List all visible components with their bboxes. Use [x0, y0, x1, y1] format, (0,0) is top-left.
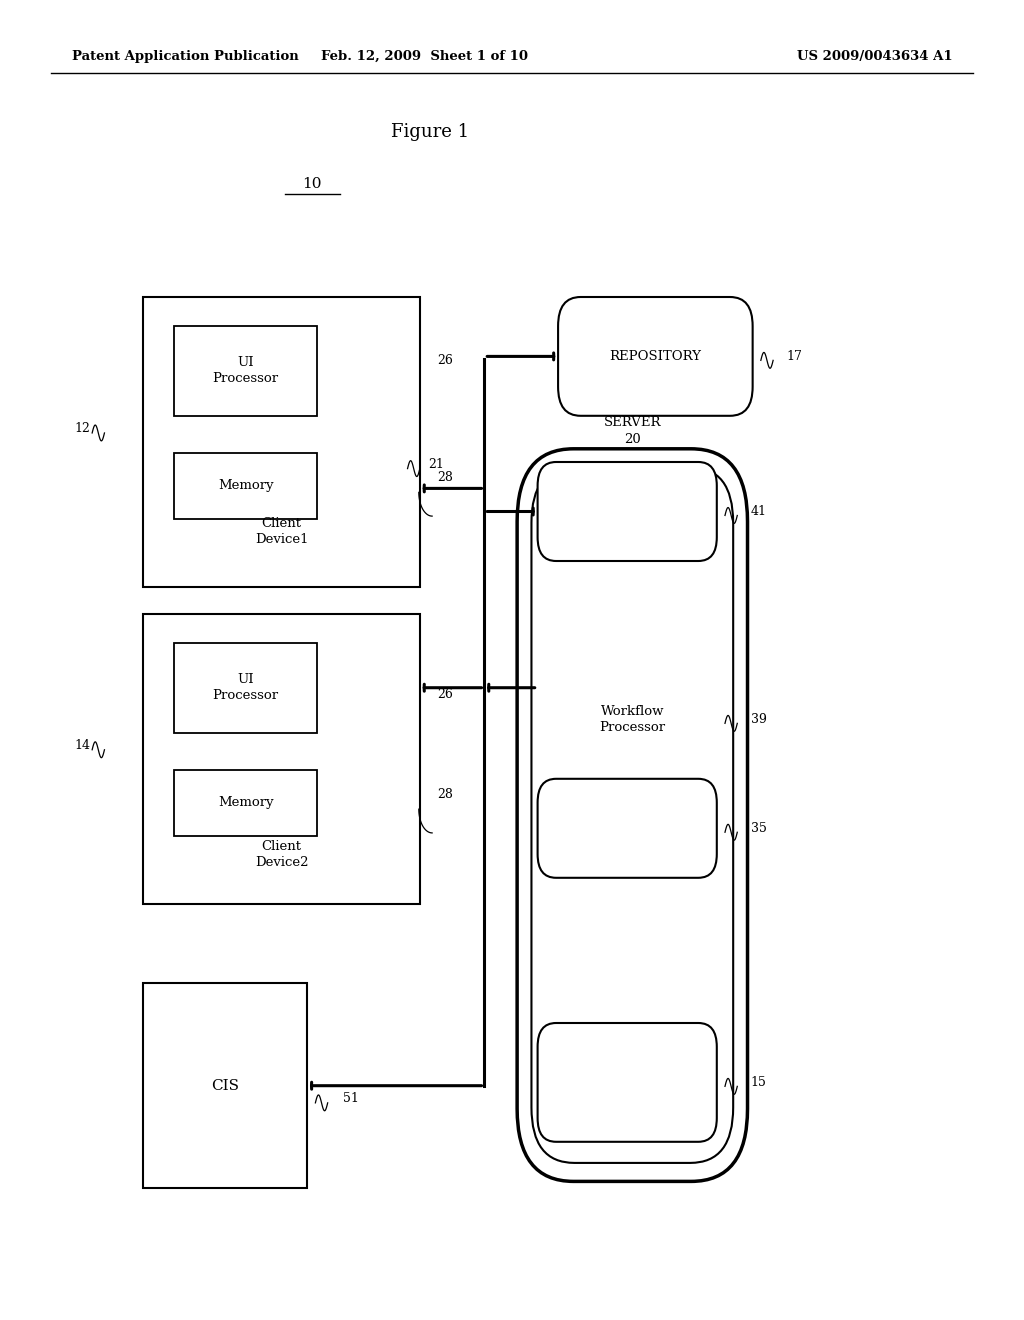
Text: SERVER: SERVER — [603, 416, 662, 429]
Text: US 2009/0043634 A1: US 2009/0043634 A1 — [797, 50, 952, 63]
Text: Workflow
Engine: Workflow Engine — [595, 498, 659, 525]
Text: 21: 21 — [428, 458, 444, 471]
Text: Rules
Processor: Rules Processor — [594, 1068, 660, 1097]
Text: Feb. 12, 2009  Sheet 1 of 10: Feb. 12, 2009 Sheet 1 of 10 — [322, 50, 528, 63]
Text: 35: 35 — [751, 822, 767, 834]
FancyBboxPatch shape — [531, 467, 733, 1163]
Text: 15: 15 — [751, 1076, 767, 1089]
Point — [279, 186, 291, 202]
Text: 28: 28 — [437, 471, 454, 484]
Bar — [174, 643, 317, 733]
Bar — [174, 453, 317, 519]
Text: Client
Device1: Client Device1 — [255, 517, 308, 546]
Text: Memory: Memory — [218, 479, 273, 492]
Text: Patent Application Publication: Patent Application Publication — [72, 50, 298, 63]
Text: REPOSITORY: REPOSITORY — [609, 350, 701, 363]
Text: 28: 28 — [437, 788, 454, 801]
Text: Event
Monitor: Event Monitor — [600, 814, 654, 842]
Text: 12: 12 — [74, 422, 90, 436]
Text: 17: 17 — [786, 350, 803, 363]
FancyBboxPatch shape — [538, 779, 717, 878]
Text: 39: 39 — [751, 713, 767, 726]
FancyBboxPatch shape — [558, 297, 753, 416]
Text: UI
Processor: UI Processor — [213, 356, 279, 385]
Text: 14: 14 — [74, 739, 90, 752]
FancyBboxPatch shape — [538, 1023, 717, 1142]
Text: 41: 41 — [751, 506, 767, 517]
Bar — [174, 770, 317, 836]
Text: 20: 20 — [624, 433, 641, 446]
Text: 51: 51 — [343, 1093, 359, 1105]
Bar — [143, 614, 420, 904]
FancyBboxPatch shape — [538, 462, 717, 561]
Point — [334, 186, 346, 202]
Bar — [143, 297, 420, 587]
Bar — [143, 983, 307, 1188]
Text: 26: 26 — [437, 354, 454, 367]
Text: Workflow
Processor: Workflow Processor — [599, 705, 666, 734]
Bar — [174, 326, 317, 416]
Text: UI
Processor: UI Processor — [213, 673, 279, 702]
Text: Figure 1: Figure 1 — [391, 123, 469, 141]
FancyBboxPatch shape — [517, 449, 748, 1181]
Text: 10: 10 — [302, 177, 323, 191]
Text: 26: 26 — [437, 688, 454, 701]
Text: Memory: Memory — [218, 796, 273, 809]
Text: Client
Device2: Client Device2 — [255, 840, 308, 869]
Text: CIS: CIS — [211, 1078, 240, 1093]
